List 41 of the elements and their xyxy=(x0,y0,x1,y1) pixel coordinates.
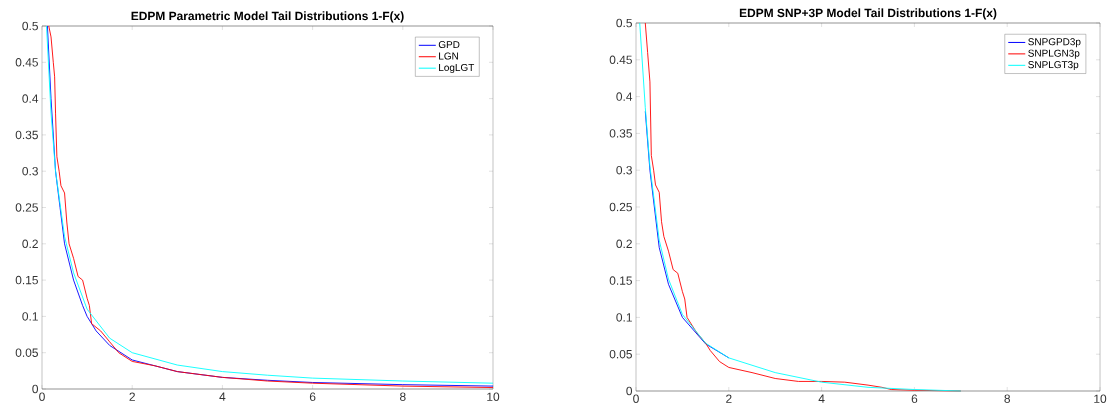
x-tick-label: 0 xyxy=(633,394,639,403)
y-tick-label: 0.15 xyxy=(15,275,38,285)
x-tick-label: 6 xyxy=(911,394,918,403)
y-tick-label: 0.2 xyxy=(22,239,38,249)
y-tick-label: 0.5 xyxy=(22,21,38,31)
x-tick-label: 0 xyxy=(39,392,45,401)
y-tick-label: 0.1 xyxy=(22,312,38,321)
y-tick-label: 0.5 xyxy=(616,18,632,28)
x-tick-label: 10 xyxy=(487,392,500,401)
y-tick-label: 0.35 xyxy=(609,129,632,138)
x-tick-label: 10 xyxy=(1094,394,1107,403)
x-tick-label: 4 xyxy=(818,394,825,403)
y-tick-label: 0.45 xyxy=(609,55,632,65)
x-tick-label: 8 xyxy=(1004,394,1011,403)
y-tick-label: 0.1 xyxy=(616,313,632,322)
legend-label: SNPLGT3p xyxy=(1028,61,1079,71)
y-tick-label: 0.35 xyxy=(15,130,38,140)
x-tick-label: 4 xyxy=(219,392,226,401)
legend-label: LogLGT xyxy=(439,63,475,73)
x-tick-label: 2 xyxy=(129,392,135,401)
y-tick-label: 0.05 xyxy=(15,348,38,357)
x-tick-label: 8 xyxy=(400,392,406,401)
chart-title: EDPM SNP+3P Model Tail Distributions 1-F(x) xyxy=(739,8,997,20)
y-tick-label: 0.3 xyxy=(22,166,38,176)
x-tick-label: 2 xyxy=(726,394,732,403)
y-tick-label: 0.25 xyxy=(15,203,38,212)
chart-title: EDPM Parametric Model Tail Distributions 1-F(x) xyxy=(131,11,404,23)
legend-label: SNPLGN3p xyxy=(1028,49,1080,59)
legend-label: GPD xyxy=(438,41,460,49)
y-tick-label: 0.4 xyxy=(22,94,39,103)
legend-label: LGN xyxy=(439,52,458,60)
legend-label: SNPGPD3p xyxy=(1028,38,1081,48)
x-tick-label: 6 xyxy=(309,392,316,401)
y-tick-label: 0.25 xyxy=(609,202,632,212)
y-tick-label: 0.05 xyxy=(609,349,632,359)
y-tick-label: 0.2 xyxy=(616,239,632,249)
y-tick-label: 0.3 xyxy=(616,165,632,175)
y-tick-label: 0 xyxy=(32,384,39,394)
y-tick-label: 0.4 xyxy=(616,92,633,101)
y-tick-label: 0.45 xyxy=(15,58,38,67)
y-tick-label: 0.15 xyxy=(609,276,632,285)
